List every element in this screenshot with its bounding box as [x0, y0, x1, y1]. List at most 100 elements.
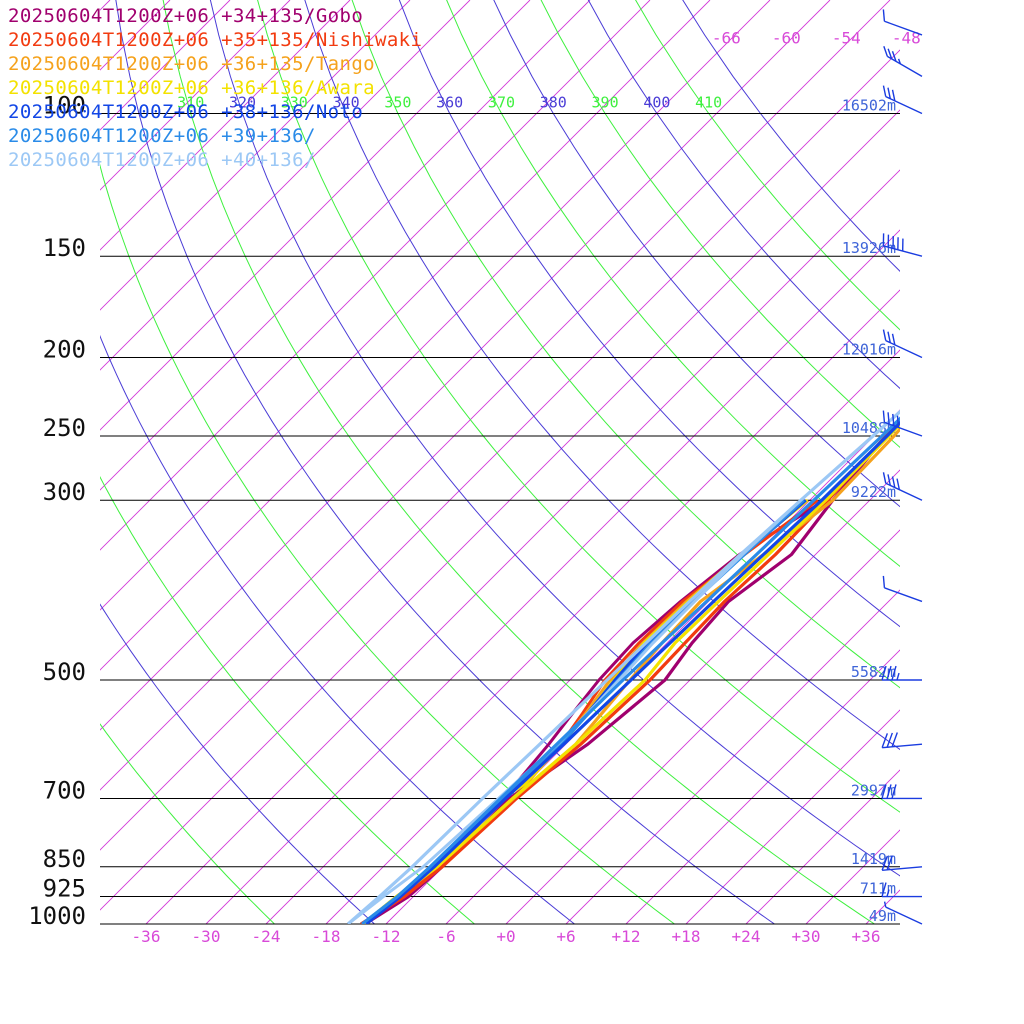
isotherm-line [100, 0, 411, 311]
wind-barb [881, 855, 923, 871]
isotherm-line [100, 0, 771, 671]
wind-barb [882, 472, 923, 501]
theta-label: 370 [488, 93, 515, 111]
dry-adiabat-line [115, 0, 776, 924]
wind-barb [882, 85, 923, 115]
theta-label: 330 [281, 93, 308, 111]
dry-adiabat-line [304, 0, 900, 751]
isotherm-line [100, 0, 891, 791]
wind-barb [883, 901, 923, 925]
pressure-label: 925 [43, 875, 86, 903]
sounding-profiles [346, 409, 900, 924]
x-tick-label: +12 [612, 927, 641, 946]
isotherm-line [100, 0, 351, 251]
temperature-profile [346, 409, 900, 924]
wind-barb [881, 784, 922, 800]
wind-barbs [881, 9, 923, 925]
isotherm-line [100, 0, 651, 551]
dry-adiabat-line [162, 0, 876, 924]
theta-label: 320 [229, 93, 256, 111]
legend-entry: 20250604T1200Z+06 +39+136/ [8, 125, 316, 147]
wind-barb [883, 46, 923, 78]
dry-adiabat-line [493, 0, 900, 508]
wind-barb [881, 732, 923, 749]
isotherm-label: -66 [712, 29, 741, 48]
dry-adiabat-line [446, 0, 900, 568]
x-tick-label: -18 [312, 927, 341, 946]
legend-entry: 20250604T1200Z+06 +35+135/Nishiwaki [8, 29, 423, 51]
pressure-label: 500 [43, 658, 86, 686]
x-tick-label: -30 [192, 927, 221, 946]
isotherm-line [100, 0, 831, 731]
height-label: 49m [869, 907, 896, 925]
dry-adiabat-line [398, 0, 900, 628]
legend-entry: 20250604T1200Z+06 +36+135/Tango [8, 53, 376, 75]
dry-adiabat-line [587, 0, 900, 390]
pressure-label: 1000 [28, 902, 86, 930]
isotherm-line [100, 0, 471, 371]
height-label: 12016m [842, 340, 896, 358]
pressure-label: 250 [43, 414, 86, 442]
x-tick-label: -6 [436, 927, 455, 946]
isotherm-line [100, 49, 900, 851]
legend: 20250604T1200Z+06 +34+135/Gobo 20250604T1… [8, 4, 422, 172]
dry-adiabat-line [100, 603, 376, 924]
isotherm-line [100, 0, 591, 491]
x-tick-label: -12 [372, 927, 401, 946]
dry-adiabat-line [209, 0, 900, 877]
dry-adiabat-line [100, 723, 276, 924]
axis-labels: 100 16502m 150 13926m 200 12016m 250 10488m 300 9… [28, 29, 921, 946]
theta-label: 400 [643, 93, 670, 111]
isotherm-line [145, 169, 900, 924]
temperature-profile [365, 420, 900, 924]
wind-barb [882, 410, 923, 437]
isotherm-line [805, 829, 900, 924]
pressure-label: 700 [43, 776, 86, 804]
temperature-profile [361, 416, 900, 924]
theta-label: 340 [333, 93, 360, 111]
isotherm-line [100, 0, 291, 191]
height-label: 711m [860, 880, 896, 898]
theta-label: 380 [540, 93, 567, 111]
wind-barb [882, 233, 923, 257]
theta-label: 390 [592, 93, 619, 111]
pressure-label: 200 [43, 335, 86, 363]
isotherm-label: -54 [832, 29, 861, 48]
isotherm-line [505, 529, 900, 924]
legend-entry: 20250604T1200Z+06 +36+136/Awara [8, 77, 376, 99]
dry-adiabat-line [100, 163, 676, 924]
wind-barb [881, 882, 922, 898]
isotherm-line [100, 109, 900, 911]
isotherm-line [100, 0, 531, 431]
x-tick-label: +24 [732, 927, 761, 946]
height-label: 13926m [842, 239, 896, 257]
height-label: 9222m [851, 483, 896, 501]
pressure-label: 300 [43, 478, 86, 506]
temperature-profile [360, 418, 900, 924]
wind-barb [882, 329, 923, 359]
temperature-profile [361, 421, 900, 924]
isotherm-line [625, 649, 900, 924]
theta-label: 350 [384, 93, 411, 111]
x-tick-label: +0 [496, 927, 515, 946]
isotherm-line [265, 289, 900, 924]
isotherm-line [100, 0, 711, 611]
isotherm-line [205, 229, 900, 924]
legend-entry: 20250604T1200Z+06 +38+136/Noto [8, 101, 364, 123]
height-label: 10488m [842, 419, 896, 437]
dry-adiabat-line [351, 0, 900, 689]
legend-entry: 20250604T1200Z+06 +34+135/Gobo [8, 5, 364, 27]
x-tick-label: -24 [252, 927, 281, 946]
pressure-label: 150 [43, 234, 86, 262]
x-tick-label: +6 [556, 927, 575, 946]
height-label: 2997m [851, 781, 896, 799]
theta-label: 310 [177, 93, 204, 111]
background-grid [100, 0, 1024, 924]
isotherm-line [926, 0, 1024, 924]
pressure-label: 100 [43, 91, 86, 119]
pressure-label: 850 [43, 845, 86, 873]
x-tick-label: +18 [672, 927, 701, 946]
theta-label: 360 [436, 93, 463, 111]
dry-adiabat-line [257, 0, 900, 813]
